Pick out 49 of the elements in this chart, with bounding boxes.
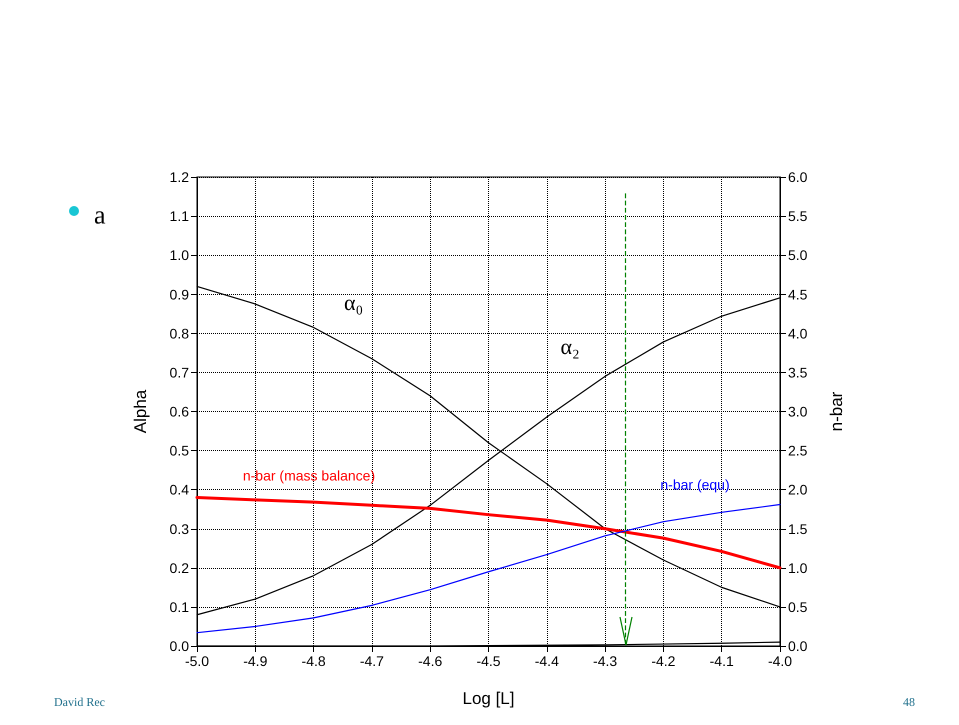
x-tick-label: -4.5 [476,653,501,669]
series-label: α₂ [560,334,580,359]
y-tick-label: 0.5 [170,442,190,459]
text: a [94,200,106,230]
y2-tick-label: 2.0 [788,482,808,498]
y-tick-label: 1.2 [170,169,190,185]
y2-tick-label: 1.5 [788,520,808,537]
series-label: n-bar (equ) [660,476,730,493]
y2-tick-label: 1.0 [788,560,808,576]
y-tick-label: 0.2 [170,560,190,576]
x-tick-label: -4.4 [534,653,560,669]
y2-tick-label: 5.5 [788,208,808,224]
x-tick-label: -4.1 [710,653,734,669]
y2-tick-label: 2.5 [788,442,808,459]
series-label: α₀ [344,290,364,315]
x-tick-label: -4.7 [360,653,384,669]
line-series [196,504,781,634]
y-tick-label: 1.1 [170,208,190,224]
y-tick-label: 0.6 [170,404,190,420]
x-tick-label: -4.3 [593,653,618,669]
y-tick-label: 0.8 [170,325,190,342]
x-tick-label: -4.8 [302,653,326,669]
x-tick-label: -4.6 [418,653,442,669]
y-tick-label: 0.7 [170,364,190,380]
y2-tick-label: 6.0 [788,169,808,185]
y2-tick-label: 3.5 [788,364,808,380]
x-tick-label: -4.0 [768,653,792,669]
x-tick-label: -5.0 [184,653,210,669]
x-tick-label: -4.9 [243,653,268,669]
y2-tick-label: 5.0 [788,247,808,264]
y-tick-label: 0.3 [170,520,190,537]
line-series [196,496,782,570]
x-axis-title: Log [L] [462,689,514,708]
text: 48 [903,695,915,709]
y2-tick-label: 4.0 [788,325,808,342]
y2-tick-label: 0.0 [788,638,808,654]
series-label: n-bar (mass balance) [242,467,376,484]
y2-axis-title: n-bar [827,391,846,432]
text: David Rec [54,695,105,709]
y2-tick-label: 0.5 [788,598,808,615]
y-tick-label: 0.4 [170,482,190,498]
y-tick-label: 0.0 [170,638,190,654]
y-tick-label: 0.1 [170,598,190,615]
y2-tick-label: 3.0 [788,404,808,420]
y-axis-title: Alpha [131,389,150,434]
x-tick-label: -4.2 [651,653,676,669]
y-tick-label: 0.9 [170,286,190,302]
y-tick-label: 1.0 [170,247,190,264]
y2-tick-label: 4.5 [788,286,808,302]
